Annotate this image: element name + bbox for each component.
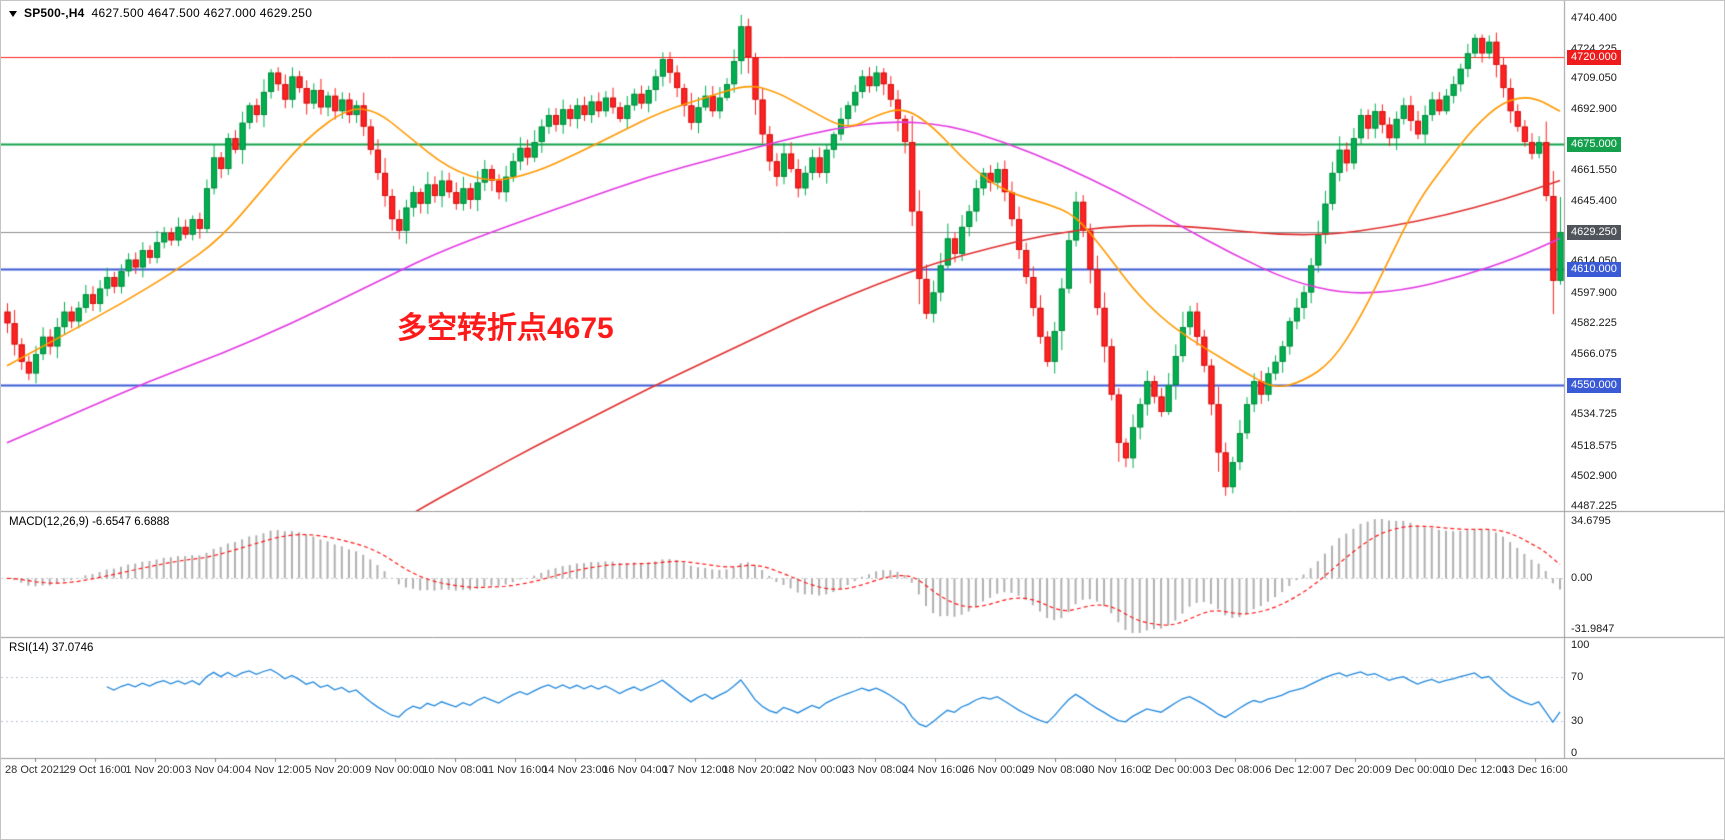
- macd-axis-label: 34.6795: [1571, 515, 1611, 527]
- price-tick-label: 4692.900: [1571, 103, 1617, 116]
- price-tick-label: 4709.050: [1571, 72, 1617, 85]
- price-line-badge[interactable]: 4675.000: [1567, 136, 1621, 152]
- chart-header: SP500-,H4 4627.500 4647.500 4627.000 462…: [9, 6, 312, 20]
- price-line-badge[interactable]: 4610.000: [1567, 262, 1621, 278]
- price-tick-label: 4740.400: [1571, 11, 1617, 24]
- price-tick-label: 4661.550: [1571, 163, 1617, 176]
- time-axis-label: 10 Dec 12:00: [1442, 764, 1508, 776]
- price-line-badge[interactable]: 4550.000: [1567, 377, 1621, 393]
- price-tick-label: 4582.225: [1571, 316, 1617, 329]
- time-axis-label: 5 Nov 20:00: [305, 764, 365, 776]
- time-axis-label: 24 Nov 16:00: [902, 764, 968, 776]
- time-axis-label: 6 Dec 12:00: [1265, 764, 1325, 776]
- time-axis-label: 10 Nov 08:00: [422, 764, 488, 776]
- rsi-axis-label: 0: [1571, 747, 1578, 759]
- time-axis-label: 28 Oct 2021: [5, 764, 65, 776]
- time-axis-label: 14 Nov 23:00: [542, 764, 608, 776]
- price-line-badge[interactable]: 4720.000: [1567, 50, 1621, 66]
- time-axis-label: 4 Nov 12:00: [245, 764, 305, 776]
- time-axis-label: 17 Nov 12:00: [662, 764, 728, 776]
- price-tick-label: 4645.400: [1571, 195, 1617, 208]
- ohlc-readout: 4627.500 4647.500 4627.000 4629.250: [91, 6, 313, 20]
- time-axis-label: 18 Nov 20:00: [722, 764, 788, 776]
- rsi-indicator-label: RSI(14) 37.0746: [9, 642, 94, 654]
- time-axis-label: 13 Dec 16:00: [1502, 764, 1568, 776]
- price-line-badge[interactable]: 4629.250: [1567, 225, 1621, 241]
- time-axis-label: 2 Dec 00:00: [1145, 764, 1205, 776]
- rsi-axis-label: 100: [1571, 639, 1590, 651]
- chart-text-annotation[interactable]: 多空转折点4675: [397, 312, 614, 345]
- time-axis-label: 3 Dec 08:00: [1205, 764, 1265, 776]
- time-axis-label: 29 Oct 16:00: [63, 764, 127, 776]
- macd-axis-label: -31.9847: [1571, 623, 1615, 635]
- rsi-axis-label: 30: [1571, 714, 1584, 727]
- macd-axis-label: 0.00: [1571, 572, 1593, 585]
- time-axis-label: 23 Nov 08:00: [842, 764, 908, 776]
- time-axis-label: 1 Nov 20:00: [125, 764, 185, 776]
- time-axis-label: 29 Nov 08:00: [1022, 764, 1088, 776]
- time-axis-label: 3 Nov 04:00: [185, 764, 245, 776]
- price-tick-label: 4502.900: [1571, 469, 1617, 482]
- price-tick-label: 4487.225: [1571, 499, 1617, 512]
- price-tick-label: 4597.900: [1571, 286, 1617, 299]
- time-axis-label: 7 Dec 20:00: [1325, 764, 1385, 776]
- time-axis-label: 9 Nov 00:00: [365, 764, 425, 776]
- time-axis-label: 26 Nov 00:00: [962, 764, 1028, 776]
- price-tick-label: 4534.725: [1571, 408, 1617, 421]
- time-axis-label: 30 Nov 16:00: [1082, 764, 1148, 776]
- price-tick-label: 4566.075: [1571, 347, 1617, 360]
- symbol-timeframe-label: SP500-,H4: [24, 6, 85, 20]
- rsi-axis-label: 70: [1571, 671, 1584, 684]
- triangle-down-icon[interactable]: [9, 10, 17, 17]
- time-axis-label: 11 Nov 16:00: [482, 764, 548, 776]
- price-tick-label: 4518.575: [1571, 439, 1617, 452]
- macd-indicator-label: MACD(12,26,9) -6.6547 6.6888: [9, 516, 170, 528]
- time-axis-label: 22 Nov 00:00: [782, 764, 848, 776]
- time-axis-label: 16 Nov 04:00: [602, 764, 668, 776]
- time-axis-label: 9 Dec 00:00: [1385, 764, 1445, 776]
